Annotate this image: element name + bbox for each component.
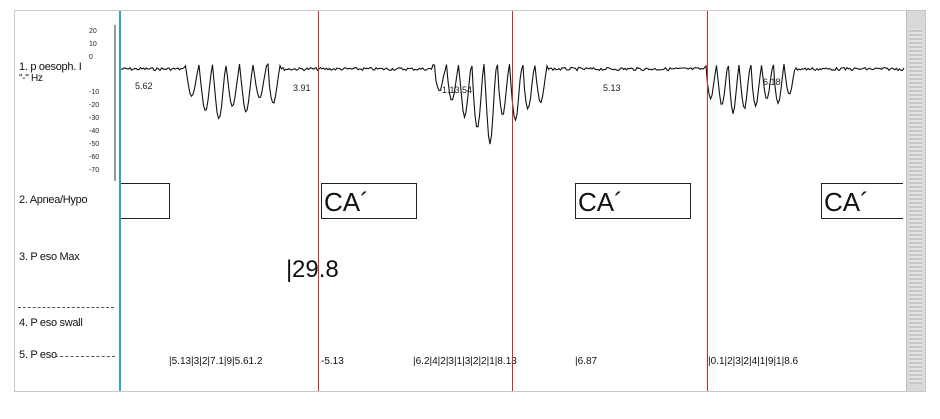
y-tick: 20 xyxy=(89,28,97,35)
time-cursor[interactable] xyxy=(119,11,121,391)
y-tick: 0 xyxy=(89,54,93,61)
peso-value: |6.87 xyxy=(575,356,598,367)
channel-1-rate: "-" Hz xyxy=(19,73,43,84)
peso-value: |5.13|3|2|7.1|9|5.61.2 xyxy=(169,356,263,367)
channel-2-label: 2. Apnea/Hypo xyxy=(19,194,88,206)
y-tick: -40 xyxy=(89,128,100,135)
trace-value: 3.91 xyxy=(293,83,311,93)
signal-viewer[interactable]: 1. p oesoph. I "-" Hz 2. Apnea/Hypo 3. P… xyxy=(14,10,926,392)
channel-labels: 1. p oesoph. I "-" Hz 2. Apnea/Hypo 3. P… xyxy=(15,11,120,391)
channel-4-label: 4. P eso swall xyxy=(19,317,83,329)
channel-1-label: 1. p oesoph. I xyxy=(19,61,82,73)
y-tick: -10 xyxy=(89,89,100,96)
trace-value: 5.13 xyxy=(603,83,621,93)
channel-divider xyxy=(18,307,114,308)
scrollbar-thumb[interactable] xyxy=(909,29,922,384)
peso-max-value: 29.8 xyxy=(292,256,339,283)
peso-value: |6.2|4|2|3|1|3|2|2|1|8.13 xyxy=(413,356,517,367)
channel-5-label: 5. P eso xyxy=(19,349,57,361)
vertical-scrollbar[interactable] xyxy=(906,11,925,391)
event-box-ca[interactable]: CA´ xyxy=(321,183,417,219)
y-tick: -30 xyxy=(89,115,100,122)
trace-value: -1.13.54 xyxy=(439,85,473,95)
peso-max-cursor: | xyxy=(286,256,293,283)
y-tick: -50 xyxy=(89,141,100,148)
marker-line[interactable] xyxy=(318,11,319,391)
peso-value: -5.13 xyxy=(321,356,344,367)
y-tick: -70 xyxy=(89,167,100,174)
peso-value: |0.1|2|3|2|4|1|9|1|8.6 xyxy=(708,356,799,367)
trace-value: 6.18 xyxy=(763,77,781,87)
y-tick: -20 xyxy=(89,102,100,109)
channel-3-label: 3. P eso Max xyxy=(19,251,80,263)
event-box[interactable] xyxy=(120,183,170,219)
event-box-ca[interactable]: CA´ xyxy=(575,183,691,219)
event-box-ca[interactable]: CA´ xyxy=(821,183,903,219)
y-tick: -60 xyxy=(89,154,100,161)
channel-5-dashes xyxy=(55,356,115,357)
trace-value: 5.62 xyxy=(135,81,153,91)
y-tick: 10 xyxy=(89,41,97,48)
marker-line[interactable] xyxy=(512,11,513,391)
marker-line[interactable] xyxy=(707,11,708,391)
